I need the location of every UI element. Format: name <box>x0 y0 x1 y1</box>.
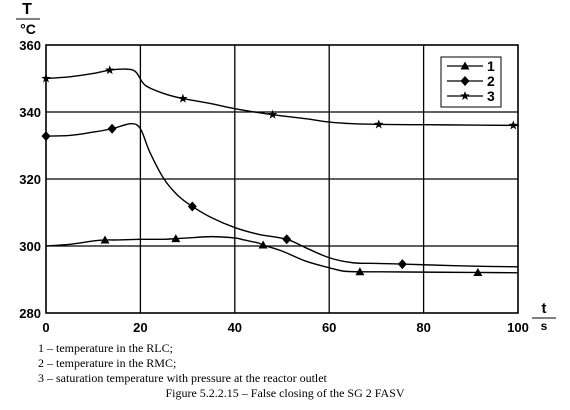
y-axis-unit: °C <box>20 21 36 37</box>
series-2-marker-4 <box>397 259 407 270</box>
x-tick-label-20: 20 <box>133 320 147 335</box>
series-2-marker-1 <box>107 123 117 134</box>
series-3-marker-1 <box>104 65 115 75</box>
legend-marker-3 <box>460 91 470 101</box>
series-2-marker-2 <box>187 201 197 212</box>
y-tick-label-320: 320 <box>19 172 41 187</box>
series-1-marker-3 <box>355 267 365 276</box>
x-tick-label-100: 100 <box>507 320 529 335</box>
x-axis-unit: s <box>541 319 548 333</box>
legend-label-2: 2 <box>487 73 495 89</box>
y-axis-label: T <box>22 1 32 18</box>
series-1-marker-4 <box>473 267 483 276</box>
series-1-marker-1 <box>171 234 181 243</box>
legend-marker-2 <box>460 76 470 86</box>
markers <box>41 65 519 276</box>
legend-label-3: 3 <box>487 88 495 104</box>
series-3-marker-5 <box>508 120 519 130</box>
series-3-marker-2 <box>178 93 188 103</box>
series-1-marker-0 <box>100 235 110 244</box>
y-tick-label-340: 340 <box>19 105 41 120</box>
series-2-marker-3 <box>282 234 292 245</box>
grid <box>46 45 518 313</box>
caption-line-3: 3 – saturation temperature with pressure… <box>38 371 328 385</box>
x-tick-label-80: 80 <box>416 320 430 335</box>
legend: 123 <box>440 56 502 108</box>
y-tick-label-300: 300 <box>19 239 41 254</box>
series-3-marker-4 <box>374 119 384 129</box>
x-tick-label-60: 60 <box>322 320 336 335</box>
caption-line-1: 1 – temperature in the RLC; <box>38 341 173 355</box>
caption-line-4: Figure 5.2.2.15 – False closing of the S… <box>165 386 404 400</box>
series-1-marker-2 <box>258 240 268 249</box>
series-line-1 <box>45 235 519 274</box>
y-tick-label-360: 360 <box>19 38 41 53</box>
legend-label-1: 1 <box>487 58 495 74</box>
legend-box <box>440 56 502 108</box>
figure-caption: 1 – temperature in the RLC;2 – temperatu… <box>38 341 405 400</box>
series-3-marker-3 <box>267 109 278 119</box>
series-line-2 <box>45 123 519 268</box>
axis-ticks: 0 20 40 60 80 100 280 300 320 340 360 <box>19 38 529 335</box>
plot-frame <box>45 44 519 314</box>
x-tick-label-0: 0 <box>42 320 49 335</box>
x-tick-label-40: 40 <box>228 320 242 335</box>
y-tick-label-280: 280 <box>19 306 41 321</box>
x-axis-label: t <box>542 300 547 317</box>
legend-marker-1 <box>460 61 470 70</box>
caption-line-2: 2 – temperature in the RMC; <box>38 356 176 370</box>
